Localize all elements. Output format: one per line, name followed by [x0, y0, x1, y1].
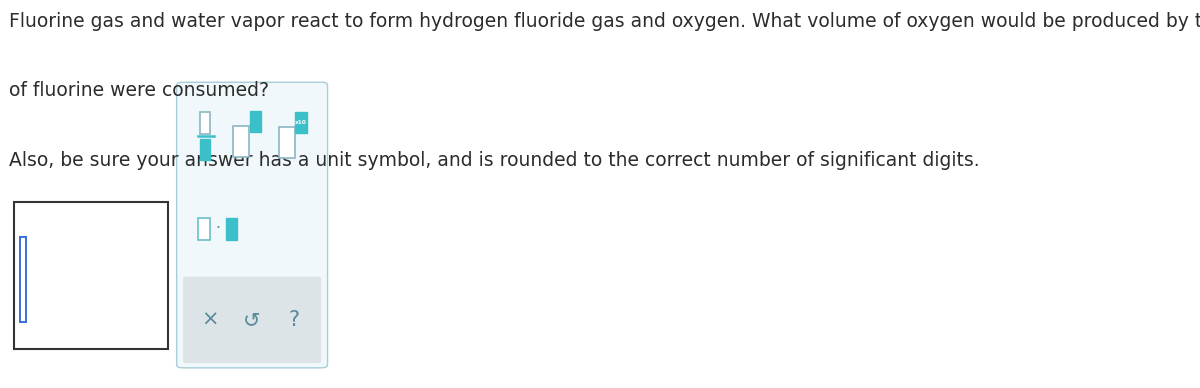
Bar [278, 127, 295, 158]
Bar [250, 111, 262, 132]
Text: x10: x10 [295, 120, 307, 125]
Bar [198, 218, 210, 240]
Text: of fluorine were consumed?: of fluorine were consumed? [10, 81, 269, 100]
Bar [295, 111, 307, 133]
Bar [226, 218, 238, 240]
Text: ?: ? [288, 310, 300, 330]
Text: ×: × [202, 310, 220, 330]
Text: ·: · [215, 221, 220, 236]
Bar [200, 112, 210, 133]
Text: Also, be sure your answer has a unit symbol, and is rounded to the correct numbe: Also, be sure your answer has a unit sym… [10, 151, 980, 170]
Text: ↺: ↺ [244, 310, 260, 330]
FancyBboxPatch shape [176, 82, 328, 368]
Bar [14, 202, 168, 349]
Bar [233, 126, 248, 157]
FancyBboxPatch shape [184, 277, 322, 363]
Bar [20, 237, 26, 322]
Bar [200, 139, 210, 160]
Text: Fluorine gas and water vapor react to form hydrogen fluoride gas and oxygen. Wha: Fluorine gas and water vapor react to fo… [10, 12, 1200, 31]
